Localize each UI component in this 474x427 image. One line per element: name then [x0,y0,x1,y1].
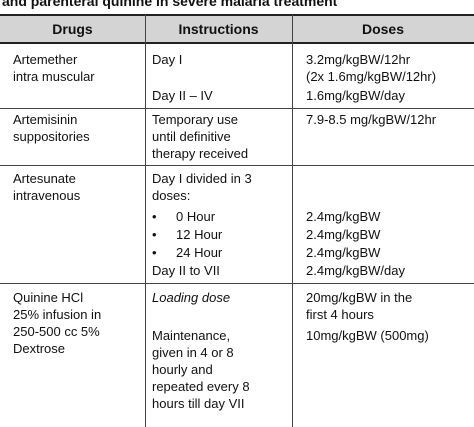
instruction-text: until definitive [152,129,231,144]
dose-text: 2.4mg/kgBW [306,245,381,260]
instruction-text: therapy received [152,146,249,161]
drug-route: 250-500 cc 5% [13,324,100,339]
dose-text: 3.2mg/kgBW/12hr [306,52,411,67]
drug-route: intravenous [13,188,81,203]
instruction-text: 0 Hour [176,209,216,224]
bullet-icon: • [152,245,157,260]
instruction-text: 12 Hour [176,227,223,242]
instruction-text: hourly and [152,362,213,377]
row-divider [0,165,474,166]
header-drugs: Drugs [52,21,93,37]
column-divider [145,14,146,427]
dose-text: first 4 hours [306,307,374,322]
drug-route: suppositories [13,129,90,144]
drug-name: Artemisinin [13,112,78,127]
instruction-text: Maintenance, [152,328,231,343]
bullet-icon: • [152,227,157,242]
drug-name: Quinine HCl [13,290,84,305]
dose-text: (2x 1.6mg/kgBW/12hr) [306,69,437,84]
dose-text: 2.4mg/kgBW [306,209,381,224]
row-divider [0,108,474,109]
dose-text: 20mg/kgBW in the [306,290,413,305]
instruction-text: Day I divided in 3 [152,171,252,186]
instruction-text: Day II to VII [152,263,220,278]
instruction-text: 24 Hour [176,245,223,260]
row-divider [0,283,474,284]
dose-text: 2.4mg/kgBW [306,227,381,242]
instruction-text: Temporary use [152,112,238,127]
drug-name: Artesunate [13,171,76,186]
instruction-text: doses: [152,188,191,203]
instruction-text: Day I [152,52,183,67]
drug-route: 25% infusion in [13,307,102,322]
table-caption: and parenteral quinine in severe malaria… [2,0,338,9]
instruction-text: repeated every 8 [152,379,250,394]
dose-text: 2.4mg/kgBW/day [306,263,405,278]
instruction-text: hours till day VII [152,396,245,411]
table-header-row: Drugs Instructions Doses [0,14,474,44]
drug-route: Dextrose [13,341,66,356]
header-instructions: Instructions [178,21,259,37]
drug-route: intra muscular [13,69,95,84]
column-divider [292,14,293,427]
instruction-text: Day II – IV [152,88,213,103]
instruction-text: Loading dose [152,290,231,305]
dose-text: 1.6mg/kgBW/day [306,88,405,103]
dose-text: 10mg/kgBW (500mg) [306,328,429,343]
header-doses: Doses [361,21,405,37]
drug-name: Artemether [13,52,78,67]
dose-text: 7.9-8.5 mg/kgBW/12hr [306,112,437,127]
instruction-text: given in 4 or 8 [152,345,234,360]
bullet-icon: • [152,209,157,224]
